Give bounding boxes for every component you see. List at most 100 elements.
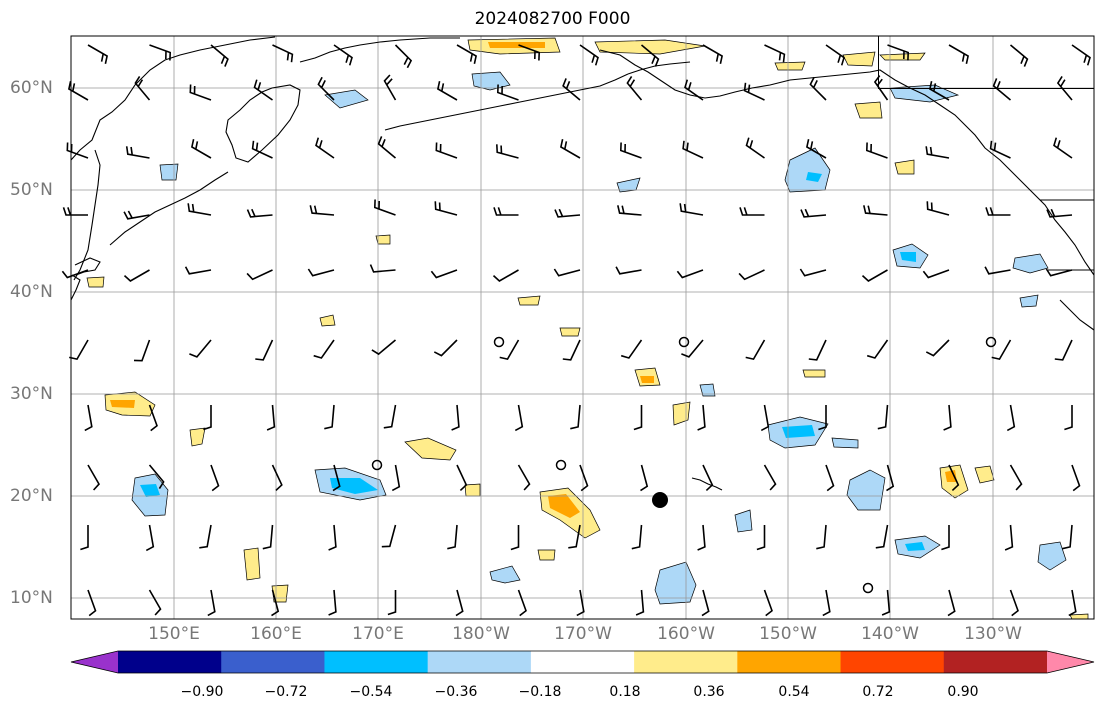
wind-barb bbox=[371, 339, 397, 356]
calm-wind-circle bbox=[678, 336, 690, 348]
wind-barb bbox=[435, 142, 458, 159]
colorbar-swatch bbox=[943, 651, 1048, 673]
wind-barb bbox=[818, 405, 827, 431]
wind-barb bbox=[617, 205, 642, 216]
anomaly-region bbox=[559, 327, 581, 337]
wind-barb bbox=[800, 208, 827, 218]
colorbar-tick-label: −0.54 bbox=[349, 684, 393, 700]
calm-wind-circle bbox=[371, 459, 383, 471]
wind-barb bbox=[381, 524, 397, 548]
anomaly-region bbox=[1069, 613, 1089, 620]
wind-barb bbox=[383, 74, 397, 101]
wind-barb bbox=[246, 208, 273, 218]
colorbar-swatch bbox=[427, 651, 532, 673]
wind-barb bbox=[333, 44, 353, 66]
wind-barb bbox=[189, 84, 212, 101]
lon-label: 170°E bbox=[352, 624, 404, 644]
coastline-sakhalin bbox=[73, 149, 101, 281]
wind-barb bbox=[210, 44, 229, 67]
anomaly-region bbox=[900, 252, 916, 262]
colorbar-swatch bbox=[530, 651, 635, 673]
wind-barb bbox=[66, 142, 89, 159]
wind-barb bbox=[1064, 405, 1073, 431]
positive-anomaly-regions bbox=[86, 37, 1089, 620]
lon-label: 180°W bbox=[452, 624, 510, 644]
lat-label: 60°N bbox=[10, 78, 53, 98]
wind-barb bbox=[745, 339, 766, 361]
storm-center-dot bbox=[652, 492, 668, 508]
wind-barb bbox=[203, 405, 212, 431]
wind-barb bbox=[328, 524, 337, 551]
coastline-asia bbox=[70, 36, 276, 161]
colorbar-tick-label: −0.90 bbox=[180, 684, 224, 700]
wind-barb bbox=[436, 81, 458, 101]
wind-barb bbox=[433, 339, 458, 357]
wind-barb bbox=[262, 524, 274, 550]
wind-barb bbox=[887, 44, 910, 61]
wind-barb bbox=[313, 339, 335, 359]
wind-barb bbox=[865, 142, 888, 159]
anomaly-region bbox=[831, 437, 859, 449]
wind-barb bbox=[822, 589, 831, 617]
wind-barb bbox=[554, 208, 581, 218]
colorbar-swatch bbox=[221, 651, 325, 673]
wind-barb bbox=[925, 146, 950, 159]
colorbar-tick-label: −0.72 bbox=[264, 684, 308, 700]
wind-barb bbox=[123, 269, 150, 282]
anomaly-region bbox=[640, 376, 654, 383]
calm-wind-circle bbox=[862, 582, 874, 594]
wind-barb bbox=[943, 404, 952, 431]
wind-barb bbox=[148, 404, 158, 432]
wind-barb bbox=[763, 589, 773, 617]
colorbar bbox=[70, 650, 1095, 674]
wind-barb bbox=[61, 269, 89, 279]
wind-barb bbox=[1053, 137, 1073, 159]
anomaly-region bbox=[774, 61, 806, 71]
anomaly-region bbox=[846, 469, 886, 511]
lon-label: 160°E bbox=[250, 624, 302, 644]
wind-barb bbox=[576, 589, 585, 617]
hawaiian-islands bbox=[691, 477, 723, 491]
anomaly-region bbox=[243, 547, 261, 581]
wind-barb bbox=[199, 524, 212, 549]
wind-barb bbox=[640, 44, 660, 67]
wind-barb bbox=[84, 404, 93, 432]
wind-barb bbox=[456, 44, 478, 64]
anomaly-region bbox=[854, 101, 883, 119]
lon-label: 140°W bbox=[861, 624, 919, 644]
wind-barb bbox=[701, 589, 710, 617]
wind-barb bbox=[369, 264, 396, 273]
wind-barb bbox=[825, 464, 835, 492]
wind-barb bbox=[553, 268, 581, 277]
anomaly-region bbox=[699, 383, 716, 397]
kuril-islands bbox=[109, 171, 229, 246]
anomaly-region bbox=[974, 465, 995, 484]
wind-barb bbox=[676, 269, 704, 279]
wind-barb bbox=[1045, 268, 1073, 277]
wind-barb bbox=[255, 339, 274, 361]
colorbar-swatch bbox=[634, 651, 738, 673]
anomaly-region bbox=[905, 542, 925, 551]
anomaly-region bbox=[319, 314, 336, 327]
wind-barb bbox=[133, 339, 151, 362]
wind-barb bbox=[317, 76, 335, 101]
anomaly-region bbox=[110, 400, 135, 408]
wind-barb bbox=[992, 78, 1012, 101]
colorbar-tick-label: 0.90 bbox=[947, 684, 979, 700]
anomaly-region bbox=[489, 565, 521, 584]
wind-barb bbox=[1006, 404, 1016, 432]
wind-barb bbox=[682, 140, 704, 159]
wind-barb bbox=[383, 404, 397, 429]
wind-barb bbox=[559, 139, 581, 159]
anomaly-region bbox=[517, 295, 541, 306]
wind-barb bbox=[517, 589, 527, 617]
anomaly-region bbox=[894, 159, 915, 175]
wind-barb bbox=[447, 524, 458, 550]
wind-barb bbox=[702, 464, 714, 491]
wind-barb bbox=[62, 207, 88, 216]
lat-label: 50°N bbox=[10, 180, 53, 200]
wind-barb bbox=[80, 525, 89, 551]
wind-barb bbox=[620, 339, 643, 359]
wind-barb bbox=[743, 82, 765, 101]
